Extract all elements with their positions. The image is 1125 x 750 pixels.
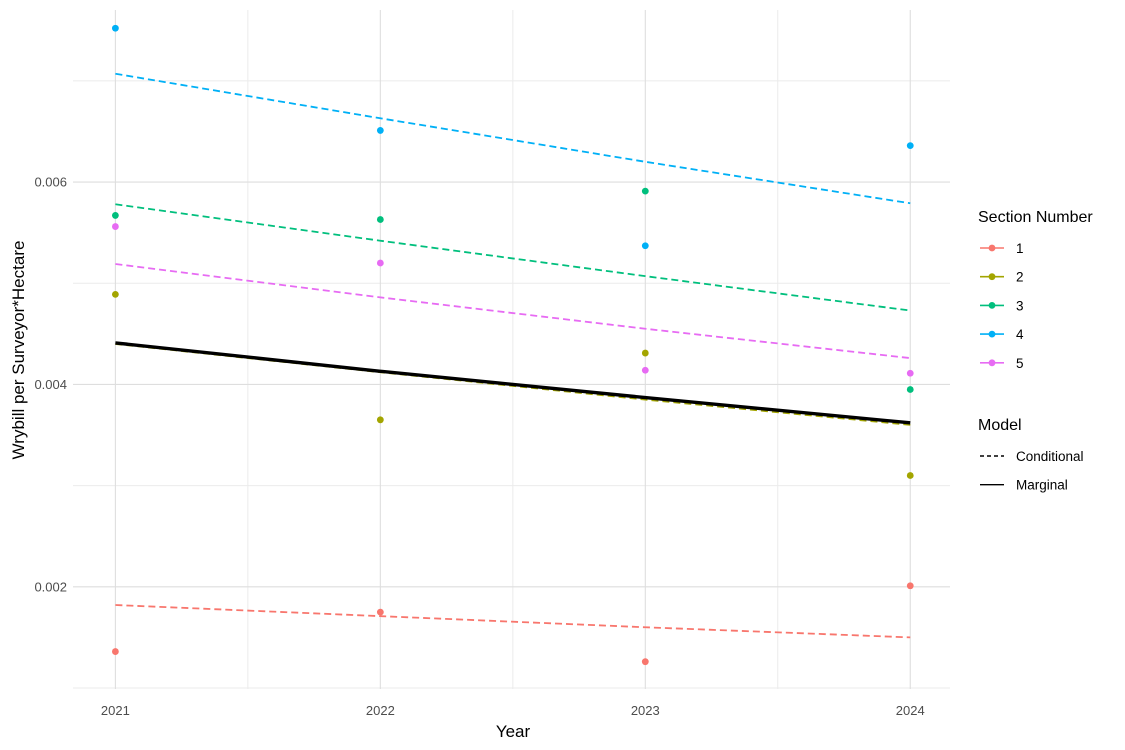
data-point-section-3 [111, 212, 119, 219]
legend-label-section-2: 2 [1016, 270, 1024, 285]
data-point-section-3 [906, 386, 914, 393]
data-point-section-5 [376, 259, 384, 267]
x-tick-label: 2024 [896, 703, 925, 718]
legend: Section Number Model 1 2 3 4 5 Conditional Mar… [978, 209, 1093, 493]
axes: Year Wrybill per Surveyor*Hectare 2021 20… [9, 175, 925, 741]
legend-label-section-1: 1 [1016, 241, 1024, 256]
legend-label-section-4: 4 [1016, 327, 1024, 342]
data-point-section-4 [111, 24, 119, 32]
legend-key-point-section-2 [988, 273, 996, 281]
conditional-line-section-4 [115, 72, 911, 205]
x-axis-title: Year [496, 722, 531, 741]
data-point-section-4 [376, 127, 384, 134]
legend-key-point-section-4 [988, 330, 996, 338]
observed-points [111, 24, 914, 666]
marginal-line-group [115, 341, 911, 425]
legend-color-title: Section Number [978, 209, 1093, 226]
x-tick-label: 2022 [366, 703, 395, 718]
legend-label-section-3: 3 [1016, 298, 1024, 313]
data-point-section-4 [906, 142, 914, 149]
data-point-section-4 [641, 242, 649, 250]
data-point-section-1 [111, 648, 119, 655]
legend-label-marginal: Marginal [1016, 478, 1068, 493]
data-point-section-1 [906, 582, 914, 590]
y-tick-label: 0.004 [34, 377, 67, 392]
data-point-section-2 [641, 349, 649, 357]
data-point-section-2 [111, 290, 119, 298]
data-point-section-1 [641, 658, 649, 666]
legend-label-conditional: Conditional [1016, 449, 1084, 464]
y-tick-label: 0.006 [34, 175, 67, 190]
legend-label-section-5: 5 [1016, 356, 1024, 371]
legend-key-point-section-3 [988, 302, 996, 309]
data-point-section-3 [376, 216, 384, 223]
conditional-line-section-5 [115, 263, 911, 359]
y-tick-label: 0.002 [34, 579, 67, 594]
marginal-line [115, 341, 911, 425]
data-point-section-2 [906, 472, 914, 479]
y-axis-title: Wrybill per Surveyor*Hectare [9, 241, 28, 460]
legend-key-point-section-1 [988, 244, 996, 252]
grid [73, 10, 950, 689]
legend-key-point-section-5 [988, 359, 996, 367]
x-tick-label: 2023 [631, 703, 660, 718]
conditional-line-section-1 [115, 604, 911, 639]
legend-model-title: Model [978, 417, 1022, 434]
data-point-section-2 [376, 416, 384, 424]
data-point-section-1 [376, 608, 384, 616]
data-point-section-3 [641, 187, 649, 195]
data-point-section-5 [641, 366, 649, 374]
conditional-line-section-3 [115, 203, 911, 312]
data-point-section-5 [906, 369, 914, 377]
data-point-section-5 [111, 223, 119, 230]
x-tick-label: 2021 [101, 703, 130, 718]
